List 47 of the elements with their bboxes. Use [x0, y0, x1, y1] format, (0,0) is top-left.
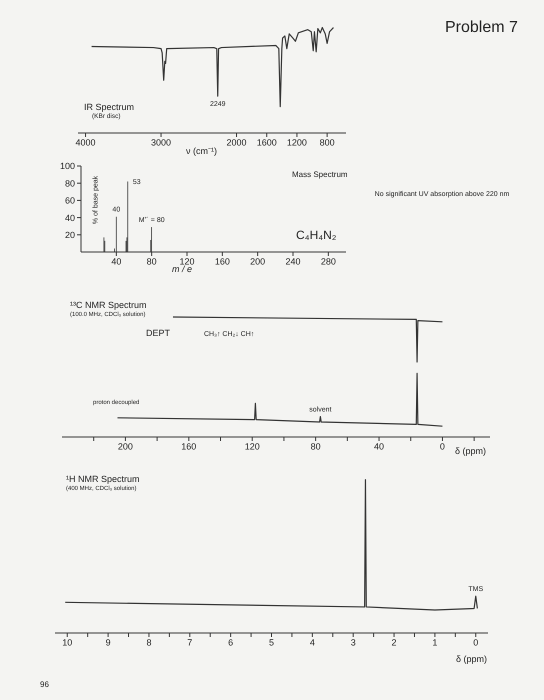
- x-tick-label: 160: [181, 441, 196, 452]
- x-tick-label: 80: [146, 256, 157, 266]
- x-tick-label: 800: [320, 137, 335, 148]
- x-axis-title: ν (cm⁻¹): [186, 146, 217, 158]
- x-tick-label: 9: [106, 637, 111, 648]
- x-tick-label: 10: [62, 637, 72, 648]
- x-tick-label: 7: [187, 637, 192, 648]
- x-tick-label: 4000: [76, 137, 96, 148]
- annotation: C₄H₄N₂: [296, 228, 336, 244]
- x-tick-label: 280: [320, 256, 336, 266]
- x-tick-label: 1600: [256, 137, 277, 148]
- x-tick-label: 8: [146, 637, 152, 648]
- x-tick-label: 0: [473, 637, 478, 648]
- x-tick-label: 3: [350, 637, 356, 648]
- x-tick-label: 200: [250, 256, 266, 266]
- x-tick-label: 1: [432, 637, 438, 648]
- x-tick-label: 120: [179, 256, 195, 266]
- x-axis-title: δ (ppm): [456, 654, 488, 666]
- chart-title: ¹H NMR Spectrum: [66, 474, 140, 486]
- chart-title: ¹³C NMR Spectrum: [70, 300, 147, 312]
- y-tick-label: 80: [64, 178, 75, 188]
- x-tick-label: 160: [214, 256, 230, 266]
- x-tick-label: 2: [392, 637, 397, 648]
- y-tick-label: 100: [60, 161, 75, 172]
- y-tick-label: 60: [64, 196, 75, 206]
- x-tick-label: 80: [310, 441, 321, 452]
- x-tick-label: 5: [268, 637, 274, 648]
- series-label: DEPT: [146, 328, 170, 340]
- y-tick-label: 20: [64, 230, 75, 240]
- text: IR Spectrum: [84, 102, 134, 113]
- x-tick-label: 2000: [226, 137, 247, 148]
- text: 96: [40, 680, 49, 690]
- x-tick-label: 4: [310, 637, 315, 648]
- x-tick-label: 120: [244, 441, 260, 452]
- y-tick-label: 40: [64, 212, 75, 223]
- text: Mass Spectrum: [292, 170, 348, 180]
- x-axis-title: m / e: [172, 264, 192, 276]
- x-tick-label: 40: [111, 256, 122, 266]
- x-tick-label: 6: [228, 637, 234, 648]
- x-axis-title: δ (ppm): [455, 446, 486, 458]
- x-tick-label: 40: [374, 441, 384, 452]
- x-tick-label: 240: [285, 256, 301, 266]
- x-tick-label: 1200: [286, 137, 307, 148]
- text: Problem 7: [445, 18, 518, 38]
- x-tick-label: 200: [118, 441, 133, 452]
- x-tick-label: 3000: [151, 137, 172, 148]
- x-tick-label: 0: [440, 441, 445, 452]
